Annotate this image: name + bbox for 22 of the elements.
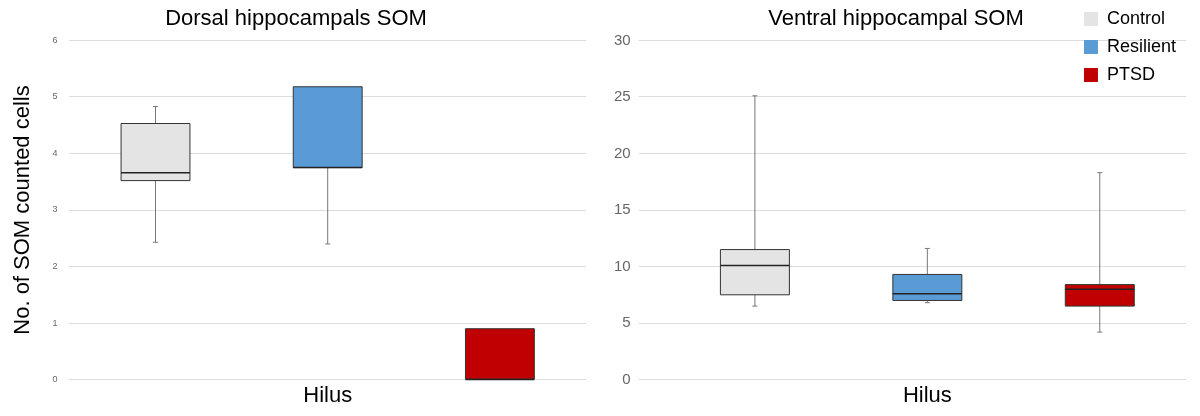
y-tick-label: 6 (52, 34, 58, 45)
chart-title: Dorsal hippocampals SOM (165, 5, 427, 31)
y-tick-label: 15 (614, 200, 631, 218)
y-tick-label: 0 (52, 374, 58, 385)
x-tick-label: Hilus (303, 381, 353, 407)
legend-label: PTSD (1106, 63, 1155, 84)
y-tick-label: 25 (614, 87, 631, 105)
y-axis-title: No. of SOM counted cells (9, 85, 35, 335)
y-tick-label: 0 (622, 369, 631, 387)
x-tick-label: Hilus (902, 381, 952, 407)
y-tick-label: 3 (52, 204, 58, 215)
legend-label: Control (1106, 7, 1165, 28)
y-tick-label: 5 (52, 91, 58, 102)
y-tick-label: 4 (52, 147, 58, 158)
legend-label: Resilient (1106, 35, 1176, 56)
y-tick-label: 1 (52, 317, 58, 328)
y-tick-label: 2 (52, 261, 58, 272)
y-tick-label: 10 (614, 256, 631, 274)
y-tick-label: 20 (614, 143, 631, 161)
chart-title: Ventral hippocampal SOM (768, 5, 1024, 31)
y-tick-label: 30 (614, 30, 631, 48)
y-tick-label: 5 (622, 313, 631, 331)
